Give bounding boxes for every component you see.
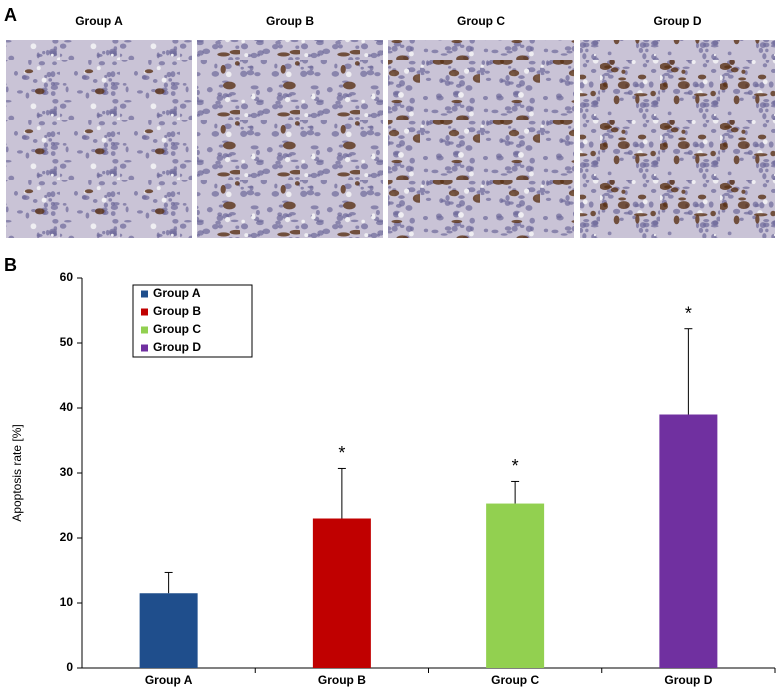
legend-swatch — [141, 326, 148, 334]
micrograph — [388, 40, 574, 238]
image-title: Group C — [457, 14, 505, 28]
legend-label: Group D — [153, 340, 201, 354]
x-tick-label: Group C — [491, 673, 539, 687]
y-tick-label: 0 — [66, 660, 73, 674]
image-title: Group A — [75, 14, 123, 28]
legend-swatch — [141, 344, 148, 352]
micrograph — [580, 40, 775, 238]
y-tick-label: 10 — [60, 595, 74, 609]
significance-marker: * — [685, 303, 692, 323]
y-tick-label: 40 — [60, 400, 74, 414]
micrograph — [6, 40, 192, 238]
x-tick-label: Group A — [145, 673, 193, 687]
legend-label: Group A — [153, 286, 201, 300]
panel-label: A — [4, 5, 17, 25]
legend-label: Group C — [153, 322, 201, 336]
y-tick-label: 50 — [60, 335, 74, 349]
image-title: Group D — [654, 14, 702, 28]
panel-label: B — [4, 255, 17, 275]
legend-swatch — [141, 308, 148, 316]
legend-swatch — [141, 290, 148, 298]
legend-box — [132, 284, 253, 358]
bar — [486, 503, 545, 668]
bar — [659, 414, 718, 668]
legend-label: Group B — [153, 304, 201, 318]
bar — [312, 518, 371, 668]
micrograph — [197, 40, 383, 238]
y-axis-label: Apoptosis rate [%] — [10, 424, 24, 521]
x-tick-label: Group D — [664, 673, 712, 687]
y-tick-label: 60 — [60, 270, 74, 284]
bar — [139, 593, 198, 668]
image-title: Group B — [266, 14, 314, 28]
significance-marker: * — [512, 456, 519, 476]
y-tick-label: 30 — [60, 465, 74, 479]
y-tick-label: 20 — [60, 530, 74, 544]
significance-marker: * — [338, 443, 345, 463]
x-tick-label: Group B — [318, 673, 366, 687]
